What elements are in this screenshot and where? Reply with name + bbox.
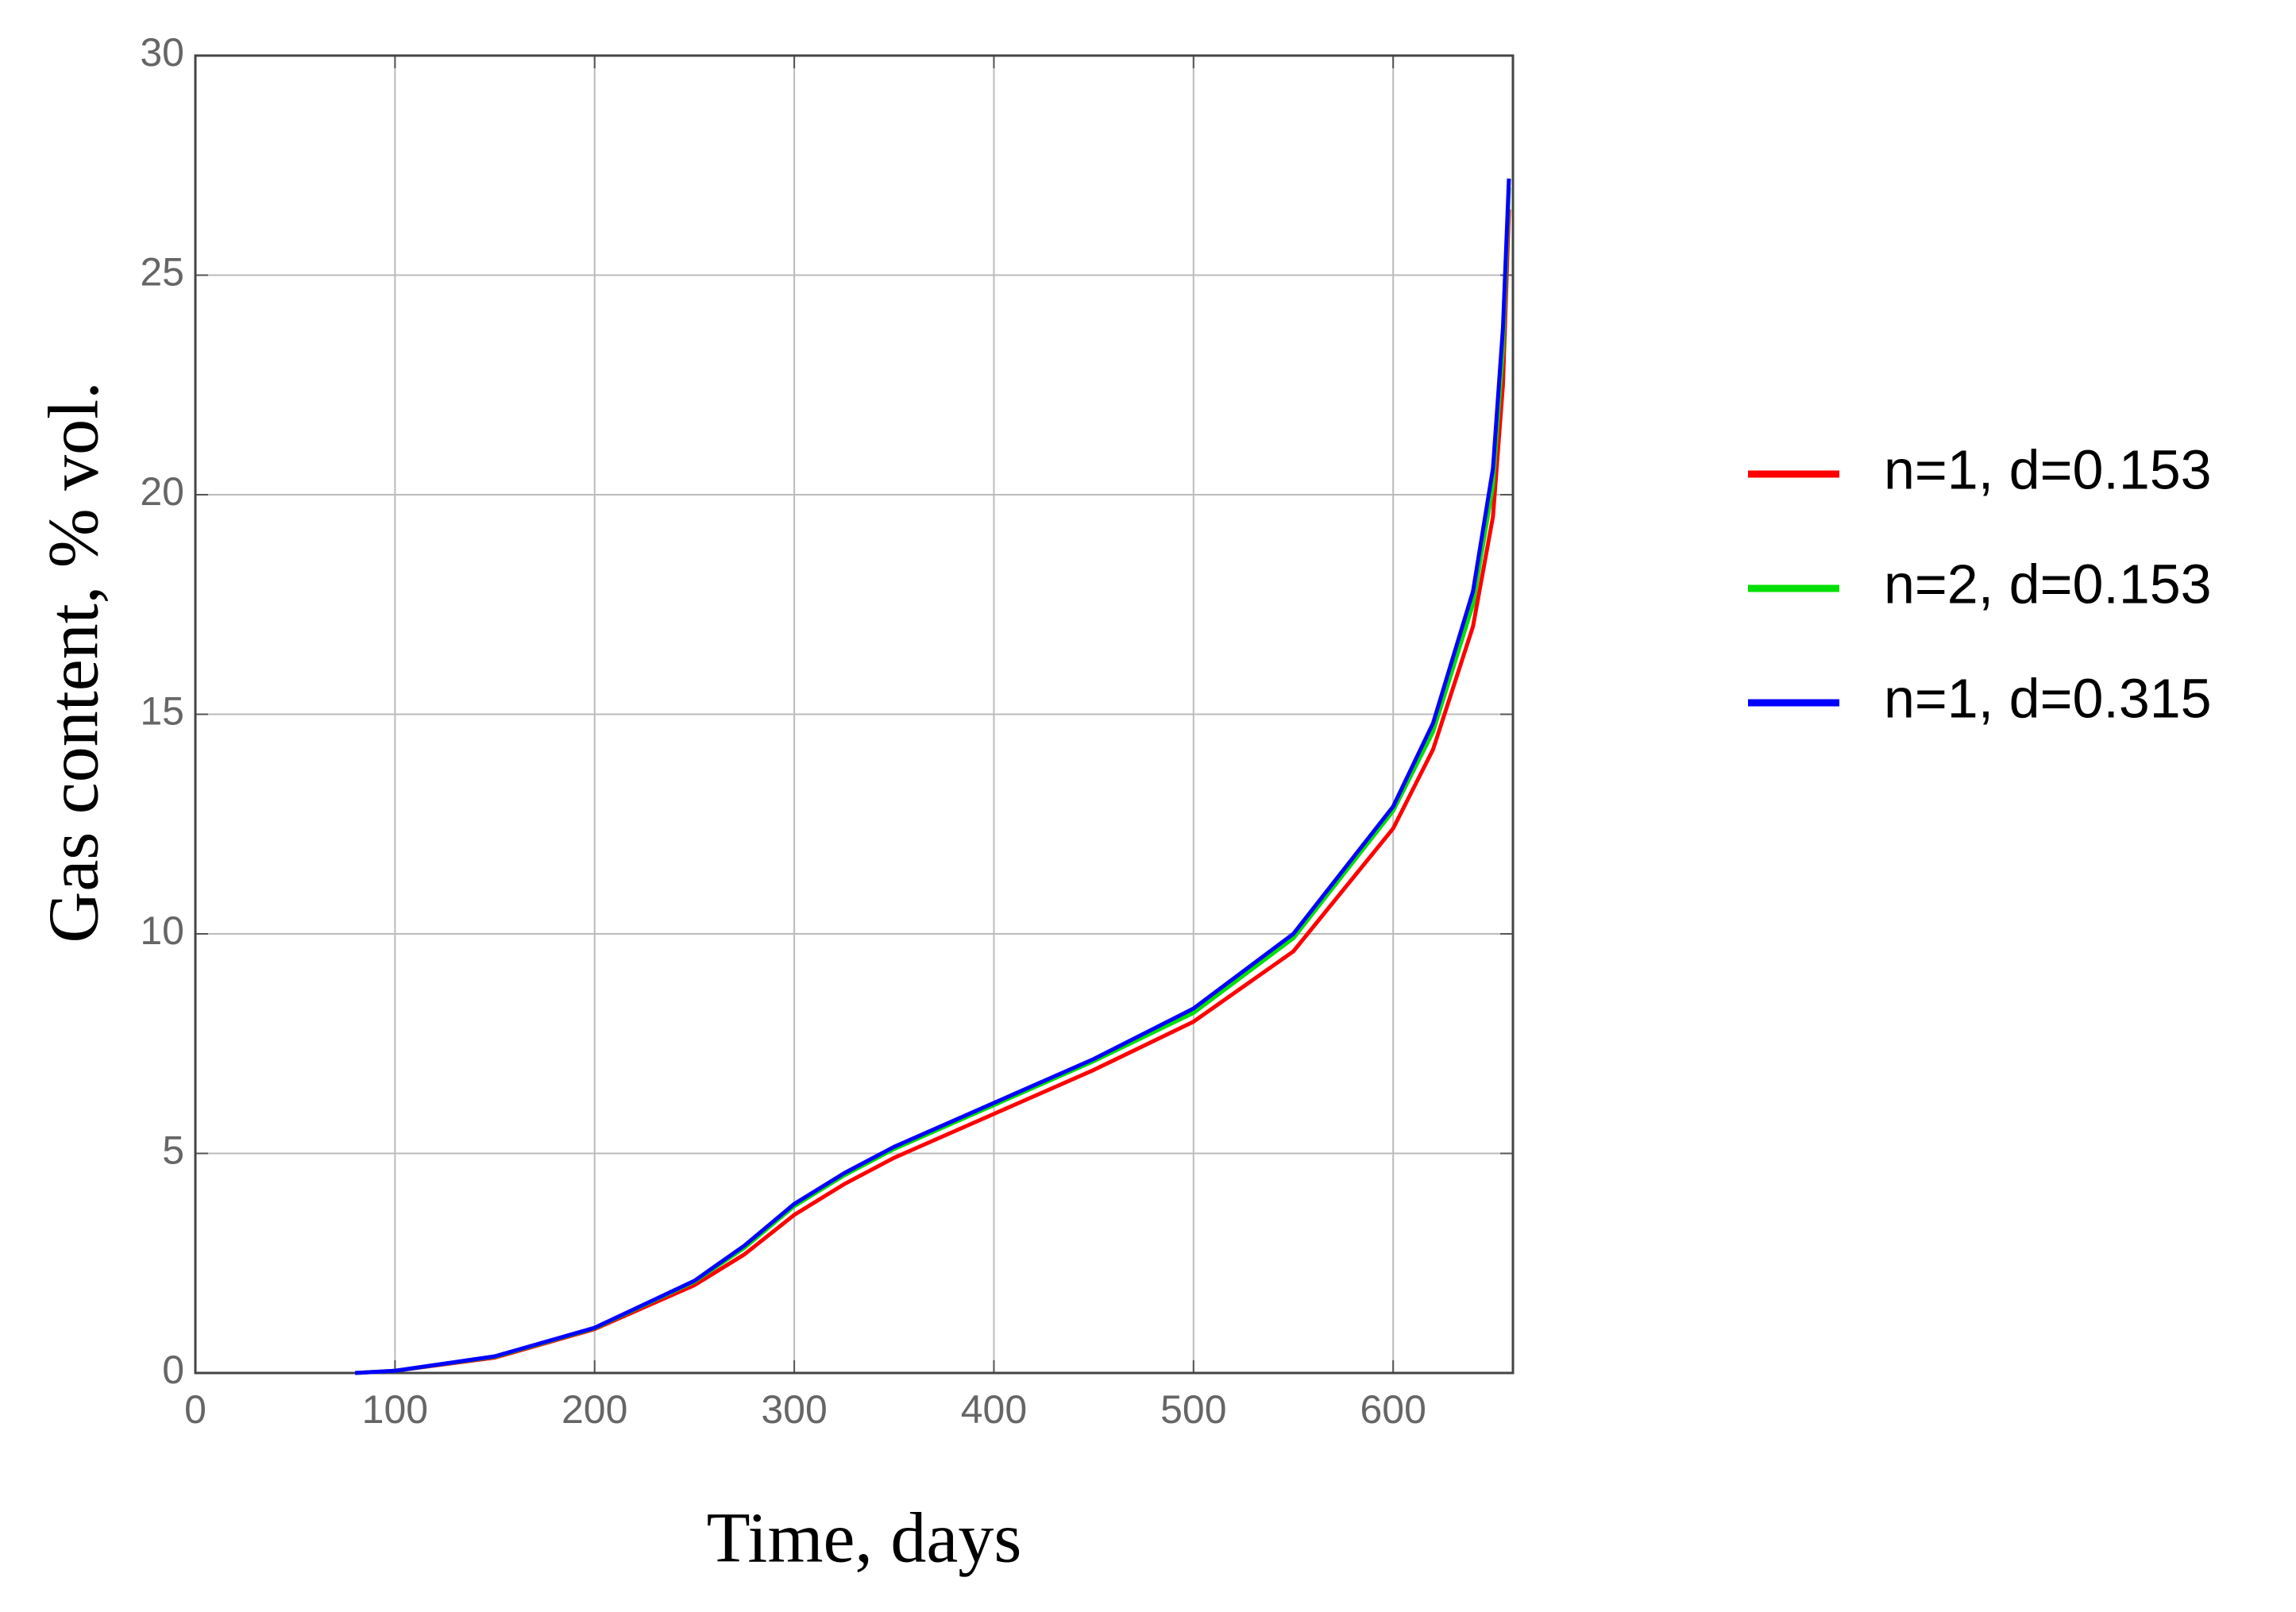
y-tick-label: 5 — [162, 1128, 184, 1173]
y-axis-title: Gas content, % vol. — [35, 381, 114, 943]
legend-label: n=1, d=0.315 — [1884, 667, 2212, 729]
x-tick-label: 200 — [561, 1387, 627, 1432]
x-tick-label: 500 — [1160, 1387, 1226, 1432]
plot-frame — [194, 54, 1515, 1375]
x-axis-title: Time, days — [707, 1499, 1022, 1578]
x-tick-label: 300 — [761, 1387, 827, 1432]
x-tick-label: 100 — [362, 1387, 428, 1432]
x-tick-label: 600 — [1360, 1387, 1426, 1432]
y-tick-label: 0 — [162, 1348, 184, 1392]
legend-label: n=1, d=0.153 — [1884, 438, 2212, 500]
x-tick-label: 0 — [184, 1387, 206, 1432]
data-line — [354, 187, 1511, 1375]
legend-label: n=2, d=0.153 — [1884, 553, 2212, 615]
y-tick-label: 10 — [140, 908, 184, 953]
y-tick-label: 25 — [140, 250, 184, 295]
y-tick-label: 30 — [140, 30, 184, 75]
y-tick-label: 20 — [140, 469, 184, 514]
y-tick-label: 15 — [140, 689, 184, 734]
x-tick-label: 400 — [961, 1387, 1027, 1432]
data-line — [354, 178, 1511, 1375]
data-line — [354, 209, 1511, 1375]
